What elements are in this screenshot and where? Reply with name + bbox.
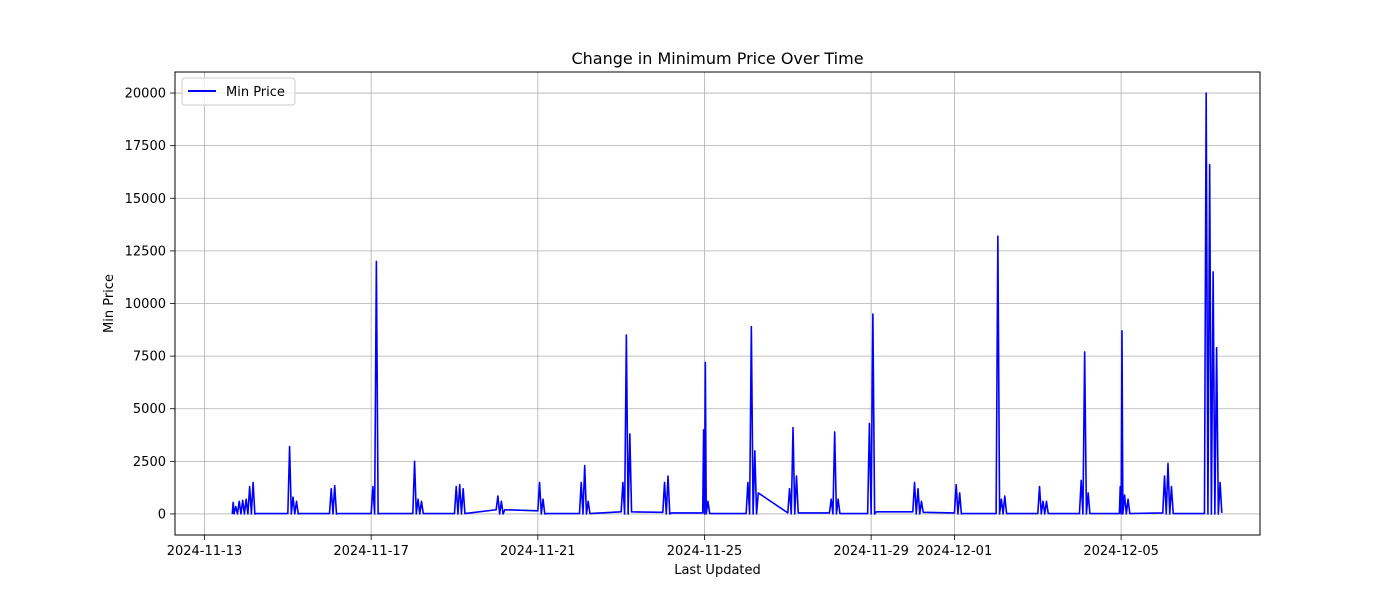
x-tick-label: 2024-11-25	[667, 544, 743, 559]
y-tick-label: 20000	[125, 87, 166, 102]
x-axis: 2024-11-13 2024-11-17 2024-11-21 2024-11-25…	[167, 535, 1159, 559]
x-tick-label: 2024-11-17	[333, 544, 409, 559]
y-tick-label: 10000	[125, 297, 166, 312]
y-axis: 0 2500 5000 7500 10000 12500 15000 17500 20000	[125, 87, 175, 522]
legend-label: Min Price	[226, 85, 285, 100]
y-tick-label: 5000	[133, 402, 166, 417]
x-axis-label: Last Updated	[674, 563, 761, 578]
chart-title: Change in Minimum Price Over Time	[571, 49, 863, 68]
legend: Min Price	[181, 77, 296, 106]
x-tick-label: 2024-11-29	[833, 544, 909, 559]
x-tick-label: 2024-12-05	[1083, 544, 1159, 559]
y-axis-label: Min Price	[102, 274, 117, 333]
y-tick-label: 7500	[133, 350, 166, 365]
x-tick-label: 2024-12-01	[917, 544, 993, 559]
series-line-min-price	[231, 92, 1223, 515]
y-tick-label: 12500	[125, 244, 166, 259]
y-tick-label: 2500	[133, 455, 166, 470]
x-tick-label: 2024-11-13	[167, 544, 243, 559]
legend-box	[181, 77, 296, 106]
y-tick-label: 15000	[125, 192, 166, 207]
x-tick-label: 2024-11-21	[500, 544, 576, 559]
y-tick-label: 17500	[125, 139, 166, 154]
plot-area	[231, 92, 1223, 515]
y-tick-label: 0	[158, 507, 166, 522]
